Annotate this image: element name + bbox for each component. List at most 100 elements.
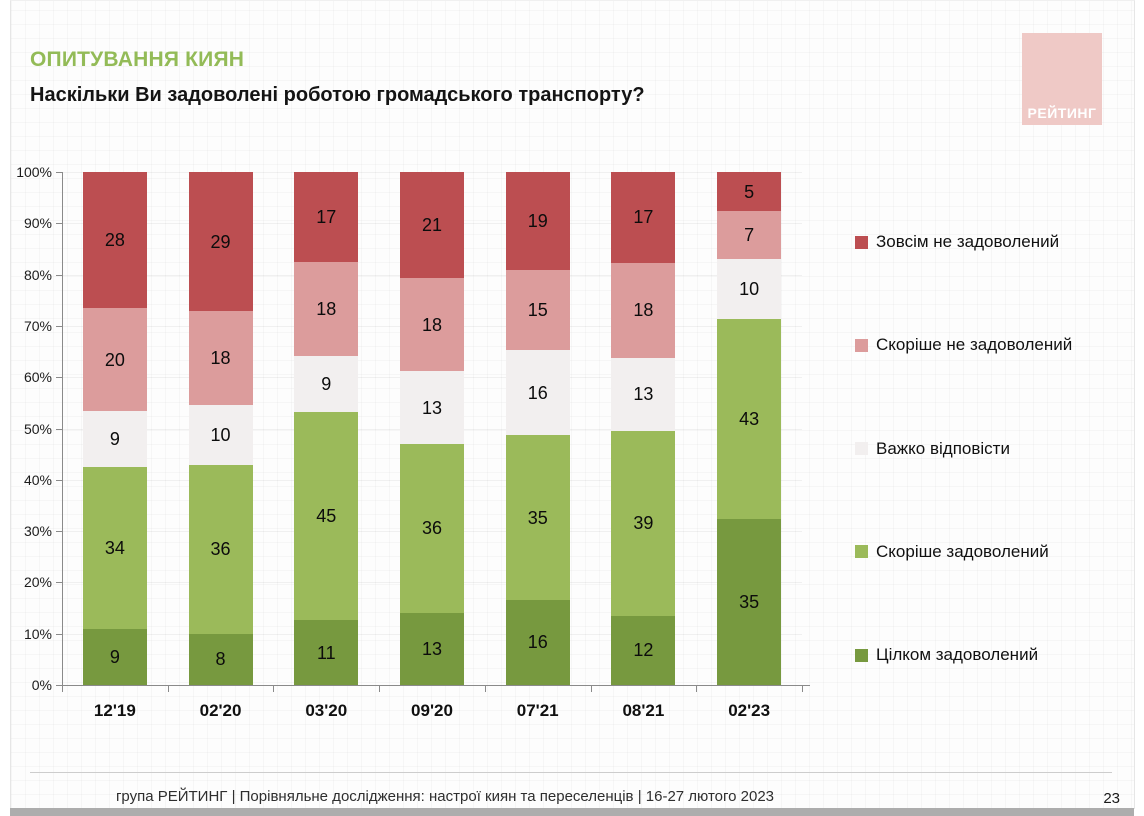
legend-item: Цілком задоволений: [855, 645, 1135, 665]
bar-segment: 45: [294, 412, 359, 621]
bar-segment: 13: [400, 371, 464, 444]
bar-value-label: 10: [739, 278, 760, 299]
bar-segment: 36: [400, 443, 464, 613]
x-axis-tick: [273, 685, 275, 692]
x-axis-tick: [484, 685, 486, 692]
bar-segment: 35: [505, 435, 570, 600]
bar-value-label: 15: [527, 299, 548, 320]
bar-value-label: 16: [527, 382, 548, 403]
bottom-edge-strip: [10, 808, 1134, 816]
bar-segment: 13: [611, 357, 676, 432]
bar-value-label: 9: [109, 429, 120, 450]
legend-item: Скоріше не задоволений: [855, 335, 1135, 355]
stacked-bar-0721: 16 35 16 15 19: [505, 171, 570, 685]
y-axis-tick: [56, 582, 62, 584]
bar-value-label: 17: [316, 206, 337, 227]
legend-swatch: [855, 648, 868, 662]
y-axis-line: [62, 172, 63, 686]
x-axis-tick: [590, 685, 592, 692]
bar-segment: 15: [505, 269, 570, 351]
y-tick-label: 60%: [23, 369, 52, 386]
x-tick-label: 02'20: [199, 701, 242, 720]
y-axis-tick: [56, 428, 62, 430]
bar-value-label: 9: [109, 646, 120, 667]
bar-segment: 35: [717, 518, 782, 685]
bar-segment: 20: [82, 308, 147, 412]
x-axis-tick: [62, 685, 63, 692]
bar-value-label: 45: [316, 506, 337, 527]
bar-value-label: 19: [527, 210, 548, 231]
bar-value-label: 39: [633, 513, 654, 534]
bar-segment: 21: [400, 171, 464, 278]
y-tick-label: 70%: [23, 317, 52, 334]
bar-value-label: 20: [104, 349, 125, 370]
y-tick-label: 20%: [23, 574, 52, 591]
bar-segment: 16: [505, 350, 570, 436]
x-axis-tick: [379, 685, 381, 692]
bar-value-label: 13: [421, 638, 443, 659]
bar-segment: 18: [400, 277, 464, 372]
legend-swatch: [855, 235, 868, 249]
y-tick-label: 50%: [23, 420, 52, 437]
bar-segment: 8: [188, 633, 253, 685]
legend-swatch: [855, 338, 868, 352]
source-note: група РЕЙТИНГ | Порівняльне дослідження:…: [115, 788, 775, 805]
bar-value-label: 18: [316, 298, 337, 319]
bar-segment: 18: [294, 261, 359, 357]
y-axis-tick: [56, 633, 62, 635]
survey-question: Наскільки Ви задоволені роботою громадсь…: [30, 84, 645, 106]
bar-segment: 19: [505, 171, 570, 270]
legend-swatch: [855, 442, 868, 455]
x-tick-label: 03'20: [305, 701, 348, 720]
bar-segment: 9: [294, 356, 359, 413]
bar-value-label: 18: [210, 348, 231, 369]
y-axis-tick: [56, 531, 62, 533]
bar-segment: 11: [294, 620, 359, 685]
bar-segment: 43: [717, 319, 782, 519]
legend-item: Важко відповісти: [855, 439, 1135, 459]
x-tick-label: 08'21: [622, 701, 665, 720]
bar-segment: 18: [611, 262, 676, 358]
logo-text: РЕЙТИНГ: [1027, 105, 1097, 121]
stacked-bar-0821: 12 39 13 18 17: [611, 172, 676, 685]
bar-value-label: 8: [215, 649, 226, 670]
page-title: ОПИТУВАННЯ КИЯН: [30, 48, 245, 71]
bar-value-label: 35: [739, 591, 760, 612]
y-tick-label: 90%: [23, 215, 52, 232]
y-tick-label: 30%: [23, 523, 52, 540]
bar-value-label: 34: [104, 538, 125, 559]
bar-segment: 13: [400, 612, 464, 685]
x-tick-label: 07'21: [516, 701, 559, 720]
y-tick-label: 100%: [16, 164, 52, 180]
x-tick-label: 09'20: [411, 701, 453, 720]
bar-segment: 16: [505, 599, 570, 685]
bar-segment: 12: [611, 615, 676, 685]
legend-label: Важко відповісти: [876, 438, 1010, 458]
x-axis-tick: [167, 685, 169, 692]
bar-value-label: 21: [421, 214, 443, 235]
legend-label: Скоріше задоволений: [876, 541, 1049, 561]
bar-segment: 17: [611, 172, 676, 263]
y-tick-label: 80%: [23, 266, 52, 283]
bar-value-label: 12: [633, 640, 654, 661]
bar-value-label: 18: [633, 300, 654, 321]
bar-segment: 18: [188, 311, 253, 405]
y-axis-tick: [56, 479, 62, 481]
x-axis-tick: [696, 685, 698, 692]
bar-value-label: 28: [104, 230, 125, 251]
x-tick-label: 02'23: [728, 701, 771, 720]
bar-value-label: 43: [739, 409, 760, 429]
legend-label: Цілком задоволений: [876, 645, 1039, 664]
bar-value-label: 5: [744, 181, 755, 202]
y-tick-label: 0%: [31, 677, 52, 693]
bar-segment: 10: [717, 258, 782, 320]
bar-value-label: 36: [421, 518, 443, 539]
legend-label: Зовсім не задоволений: [876, 232, 1060, 251]
bar-value-label: 16: [527, 632, 548, 653]
x-tick-label: 12'19: [93, 701, 136, 720]
stacked-bar-0920: 13 36 13 18 21: [400, 171, 464, 685]
bar-segment: 9: [82, 411, 147, 468]
bar-value-label: 7: [744, 224, 755, 245]
page-number: 23: [1103, 790, 1120, 807]
